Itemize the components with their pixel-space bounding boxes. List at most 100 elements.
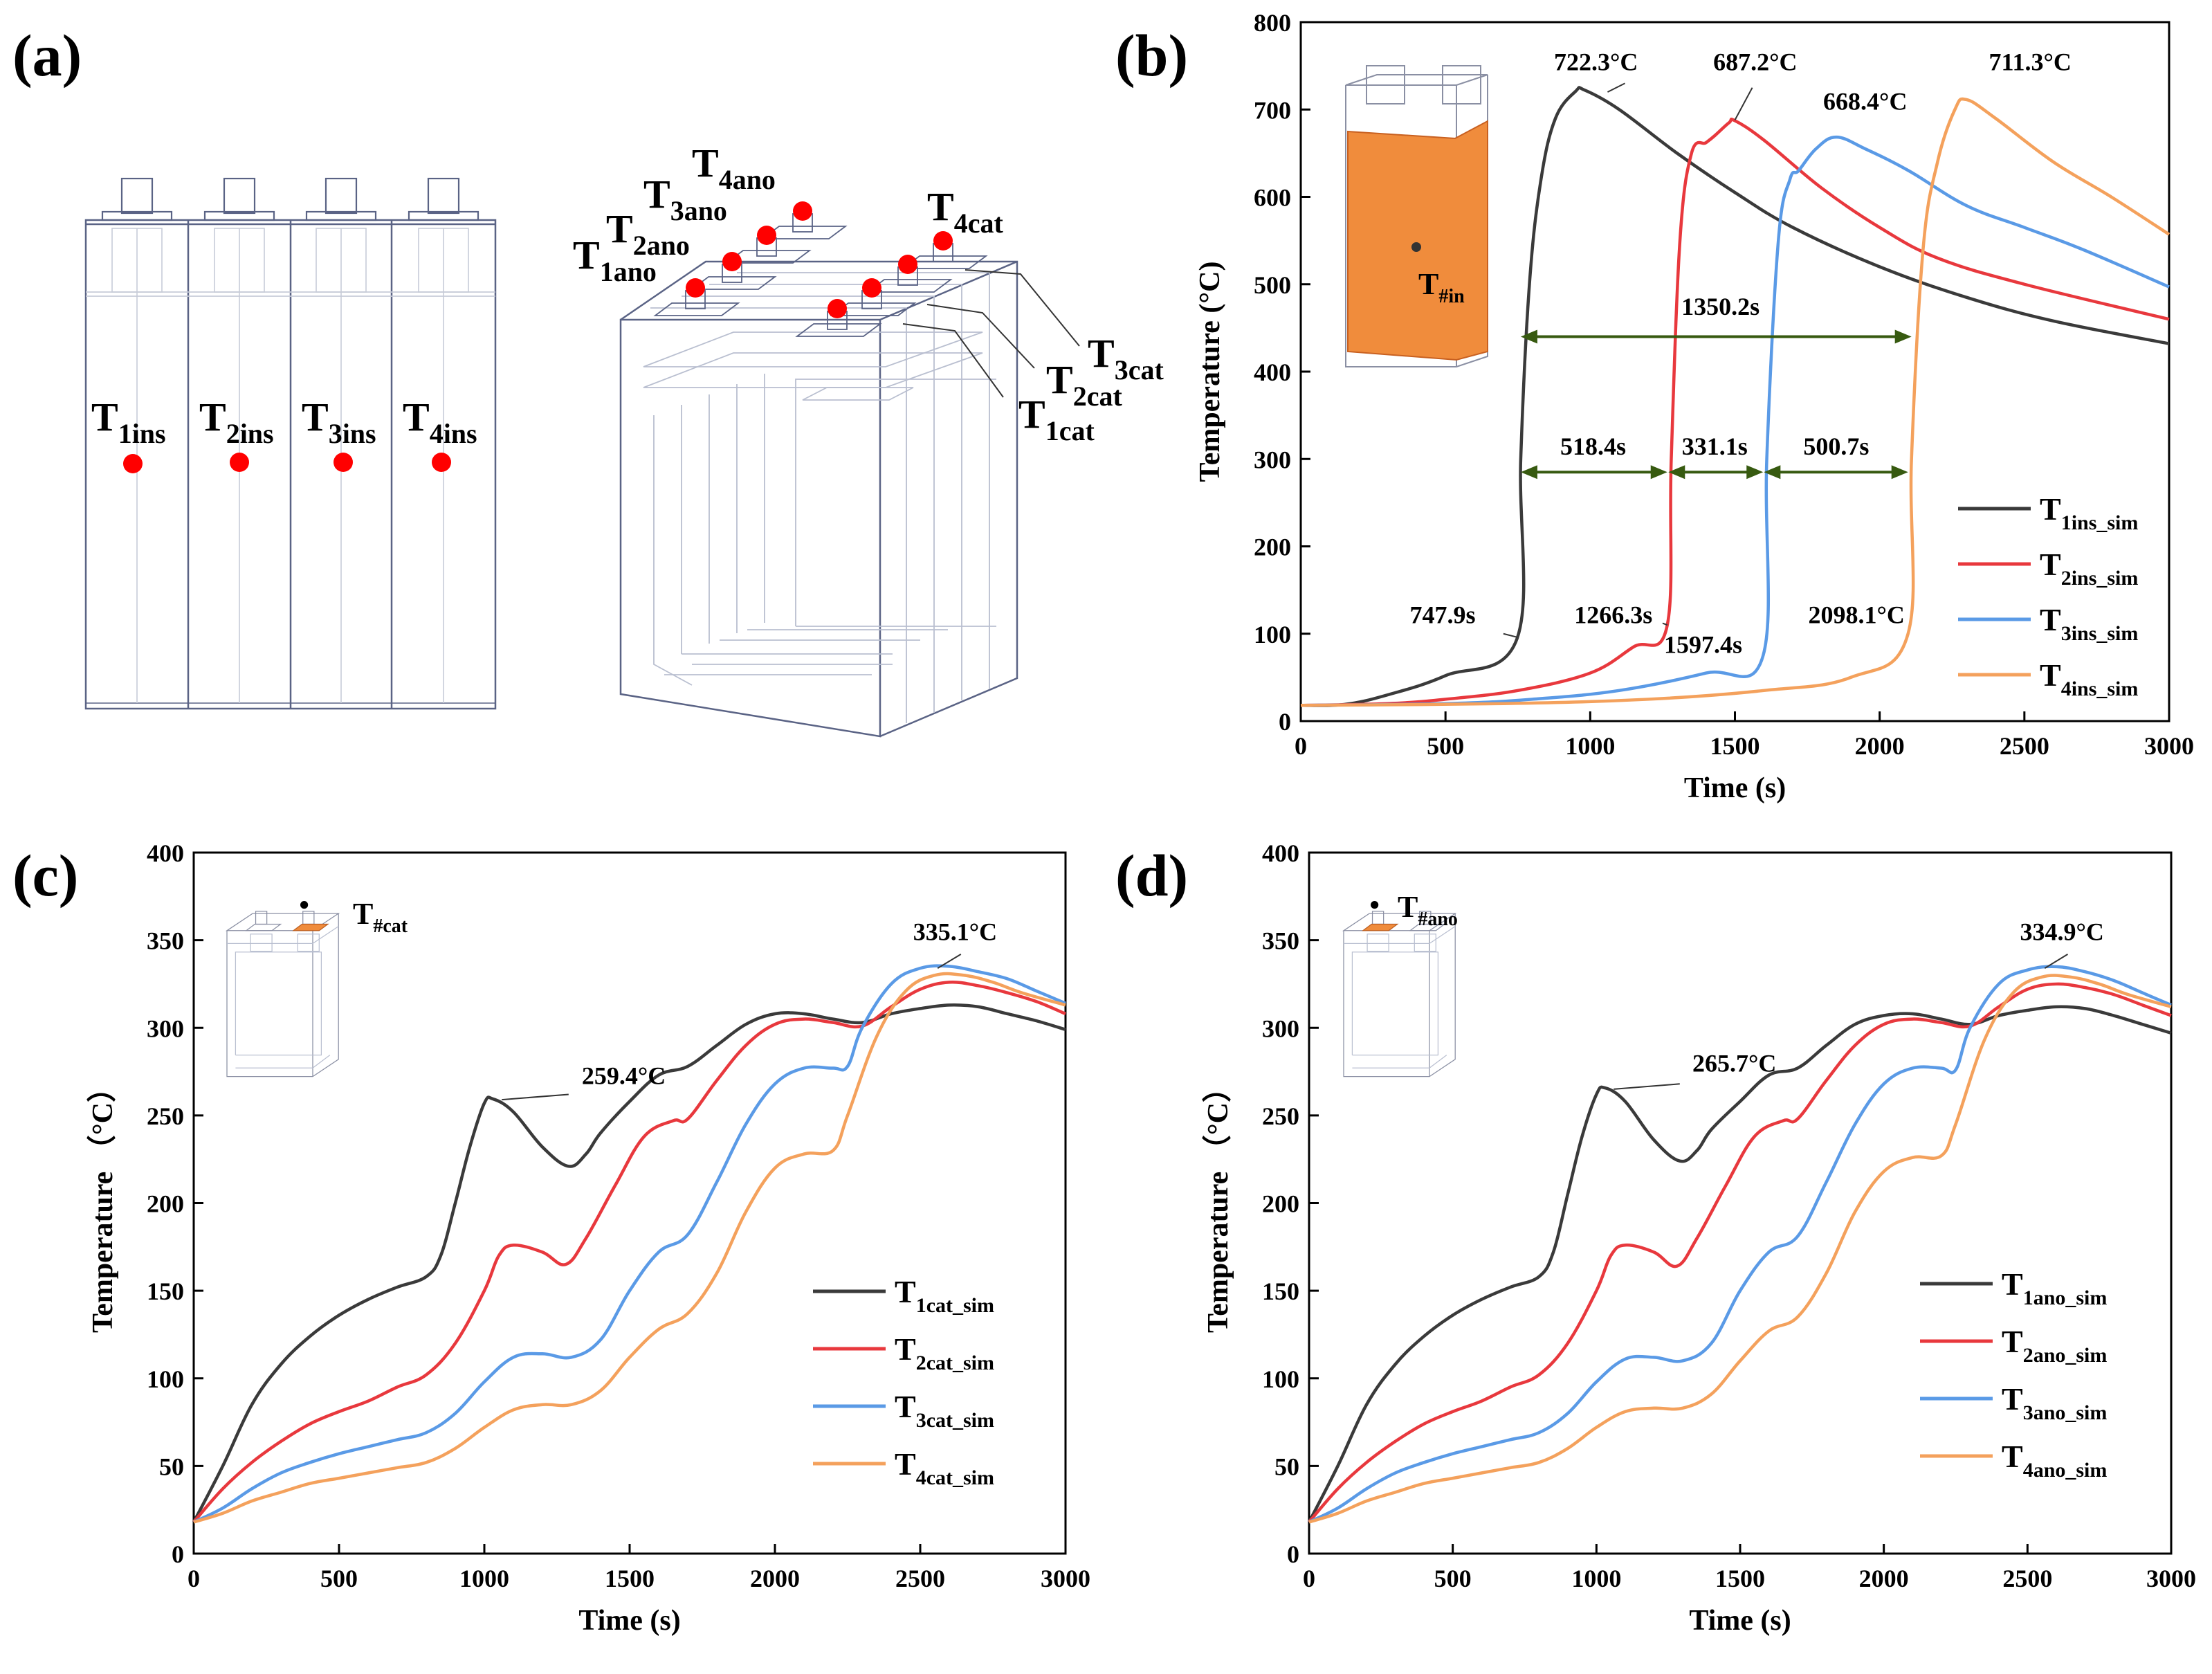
x-tick-label: 1500 xyxy=(1715,1565,1765,1592)
sensor-dot-ins-1 xyxy=(123,454,143,473)
legend-label-1cat_sim: T1cat_sim xyxy=(895,1274,994,1317)
y-tick-label: 350 xyxy=(147,927,184,955)
y-tick-label: 200 xyxy=(1262,1190,1299,1218)
annotation-label: 331.1s xyxy=(1682,433,1748,460)
x-tick-label: 2000 xyxy=(1855,732,1905,760)
y-tick-label: 150 xyxy=(147,1277,184,1305)
inset-jellyroll xyxy=(1347,120,1488,361)
label-t-1ins: T1ins xyxy=(91,394,166,449)
legend-label-3ins_sim: T3ins_sim xyxy=(2040,602,2138,645)
annotation-leaders xyxy=(1503,82,1753,638)
sensor-dot-2cat xyxy=(862,278,881,298)
isometric-module xyxy=(619,260,1018,738)
legend-label-1ins_sim: T1ins_sim xyxy=(2040,491,2138,534)
annotation-label: 1597.4s xyxy=(1664,631,1742,659)
inset-sensor-dot xyxy=(1411,242,1421,252)
axes-d: 0 500 1000 1500 2000 2500 3000 0 50 100 150 200 250 3… xyxy=(1202,839,2196,1637)
series-line-2ano_sim xyxy=(1308,982,2172,1523)
x-tick-label: 2500 xyxy=(895,1565,945,1592)
y-tick-label: 50 xyxy=(1274,1453,1299,1480)
inset-cell-diagram xyxy=(1342,901,1457,1077)
sensor-dot-3cat xyxy=(898,255,917,274)
interval-arrow-1-2 xyxy=(1520,465,1667,480)
y-tick-label: 200 xyxy=(147,1190,184,1218)
y-tick-label: 250 xyxy=(147,1102,184,1130)
sensor-dot-1cat xyxy=(828,299,847,318)
x-axis-title: Time (s) xyxy=(1684,772,1786,804)
x-tick-label: 500 xyxy=(1427,732,1464,760)
series-line-3ins_sim xyxy=(1300,135,2170,707)
series-line-2cat_sim xyxy=(192,981,1066,1523)
y-tick-label: 50 xyxy=(159,1453,184,1480)
y-tick-label: 800 xyxy=(1254,9,1291,37)
annotation-label: 259.4°C xyxy=(582,1062,666,1089)
sensor-dot-ins-3 xyxy=(333,453,353,472)
x-tick-label: 2500 xyxy=(2002,1565,2052,1592)
inset-highlight-cathode xyxy=(292,923,329,931)
sensor-dot-ins-4 xyxy=(432,453,451,472)
panel-label-c: (c) xyxy=(12,842,79,909)
label-t-2ano: T2ano xyxy=(606,206,690,261)
annotation-leaders xyxy=(502,954,962,1101)
x-tick-label: 3000 xyxy=(1041,1565,1090,1592)
interval-arrow-3-4 xyxy=(1764,465,1908,480)
label-t-1cat: T1cat xyxy=(1018,392,1095,446)
y-axis-title: Temperature （°C） xyxy=(86,1073,119,1333)
label-t-4cat: T4cat xyxy=(927,184,1003,239)
panel-label-a: (a) xyxy=(12,22,82,89)
y-tick-label: 300 xyxy=(1254,446,1291,473)
x-tick-label: 1000 xyxy=(1571,1565,1621,1592)
axes-b: 0 500 1000 1500 2000 2500 3000 0 100 200 300 400 500… xyxy=(1194,9,2194,804)
label-t-2cat: T2cat xyxy=(1046,357,1122,412)
legend-label-3cat_sim: T3cat_sim xyxy=(895,1389,994,1432)
x-tick-label: 0 xyxy=(1295,732,1307,760)
x-tick-label: 1000 xyxy=(1565,732,1615,760)
y-tick-label: 250 xyxy=(1262,1102,1299,1130)
annotation-label: 1266.3s xyxy=(1574,601,1652,629)
y-tick-label: 150 xyxy=(1262,1277,1299,1305)
series-line-4cat_sim xyxy=(193,972,1066,1524)
annotation-label: 722.3°C xyxy=(1554,48,1638,75)
legend-label-4cat_sim: T4cat_sim xyxy=(895,1446,994,1489)
y-axis-title: Temperature (°C) xyxy=(1194,262,1226,482)
axes-c: 0 500 1000 1500 2000 2500 3000 0 50 100 150 200 250 3… xyxy=(86,839,1090,1637)
leader-lines xyxy=(902,269,1080,398)
y-tick-label: 0 xyxy=(1279,708,1291,736)
interval-arrow-2-3 xyxy=(1668,465,1764,480)
sensor-dot-ins-2 xyxy=(230,453,249,472)
y-tick-label: 100 xyxy=(1254,621,1291,648)
inset-cell-diagram xyxy=(225,901,340,1077)
legend-label-2ano_sim: T2ano_sim xyxy=(2002,1324,2107,1367)
x-tick-label: 1500 xyxy=(1710,732,1760,760)
sensor-dot-4ano xyxy=(793,201,812,221)
x-tick-label: 0 xyxy=(1303,1565,1315,1592)
label-t-3ano: T3ano xyxy=(643,172,727,226)
inset-tab xyxy=(1409,911,1446,952)
inset-tab xyxy=(245,911,282,952)
annotation-label: 334.9°C xyxy=(2020,918,2103,946)
y-tick-label: 600 xyxy=(1254,184,1291,212)
sensor-dot-1ano xyxy=(686,278,705,298)
x-tick-label: 500 xyxy=(320,1565,358,1592)
annotation-label: 500.7s xyxy=(1803,433,1869,460)
series-line-4ano_sim xyxy=(1308,974,2172,1524)
legend-label-4ins_sim: T4ins_sim xyxy=(2040,657,2138,700)
annotation-label: 747.9s xyxy=(1409,601,1475,629)
panel-label-b: (b) xyxy=(1115,22,1189,89)
x-tick-label: 2000 xyxy=(1859,1565,1909,1592)
series-line-4ins_sim xyxy=(1300,97,2170,707)
y-tick-label: 0 xyxy=(1287,1540,1299,1568)
y-tick-label: 400 xyxy=(1262,839,1299,867)
isometric-inner-lines xyxy=(643,272,996,723)
inset-sensor-dot xyxy=(1371,901,1379,909)
series-line-3ano_sim xyxy=(1308,965,2172,1524)
legend-label-1ano_sim: T1ano_sim xyxy=(2002,1266,2107,1309)
series-line-1ano_sim xyxy=(1307,1005,2172,1523)
sensor-dot-3ano xyxy=(757,226,776,245)
y-axis-title: Temperature （°C） xyxy=(1202,1073,1234,1333)
x-tick-label: 0 xyxy=(188,1565,200,1592)
y-tick-label: 0 xyxy=(172,1540,184,1568)
legend-label-2ins_sim: T2ins_sim xyxy=(2040,547,2138,590)
